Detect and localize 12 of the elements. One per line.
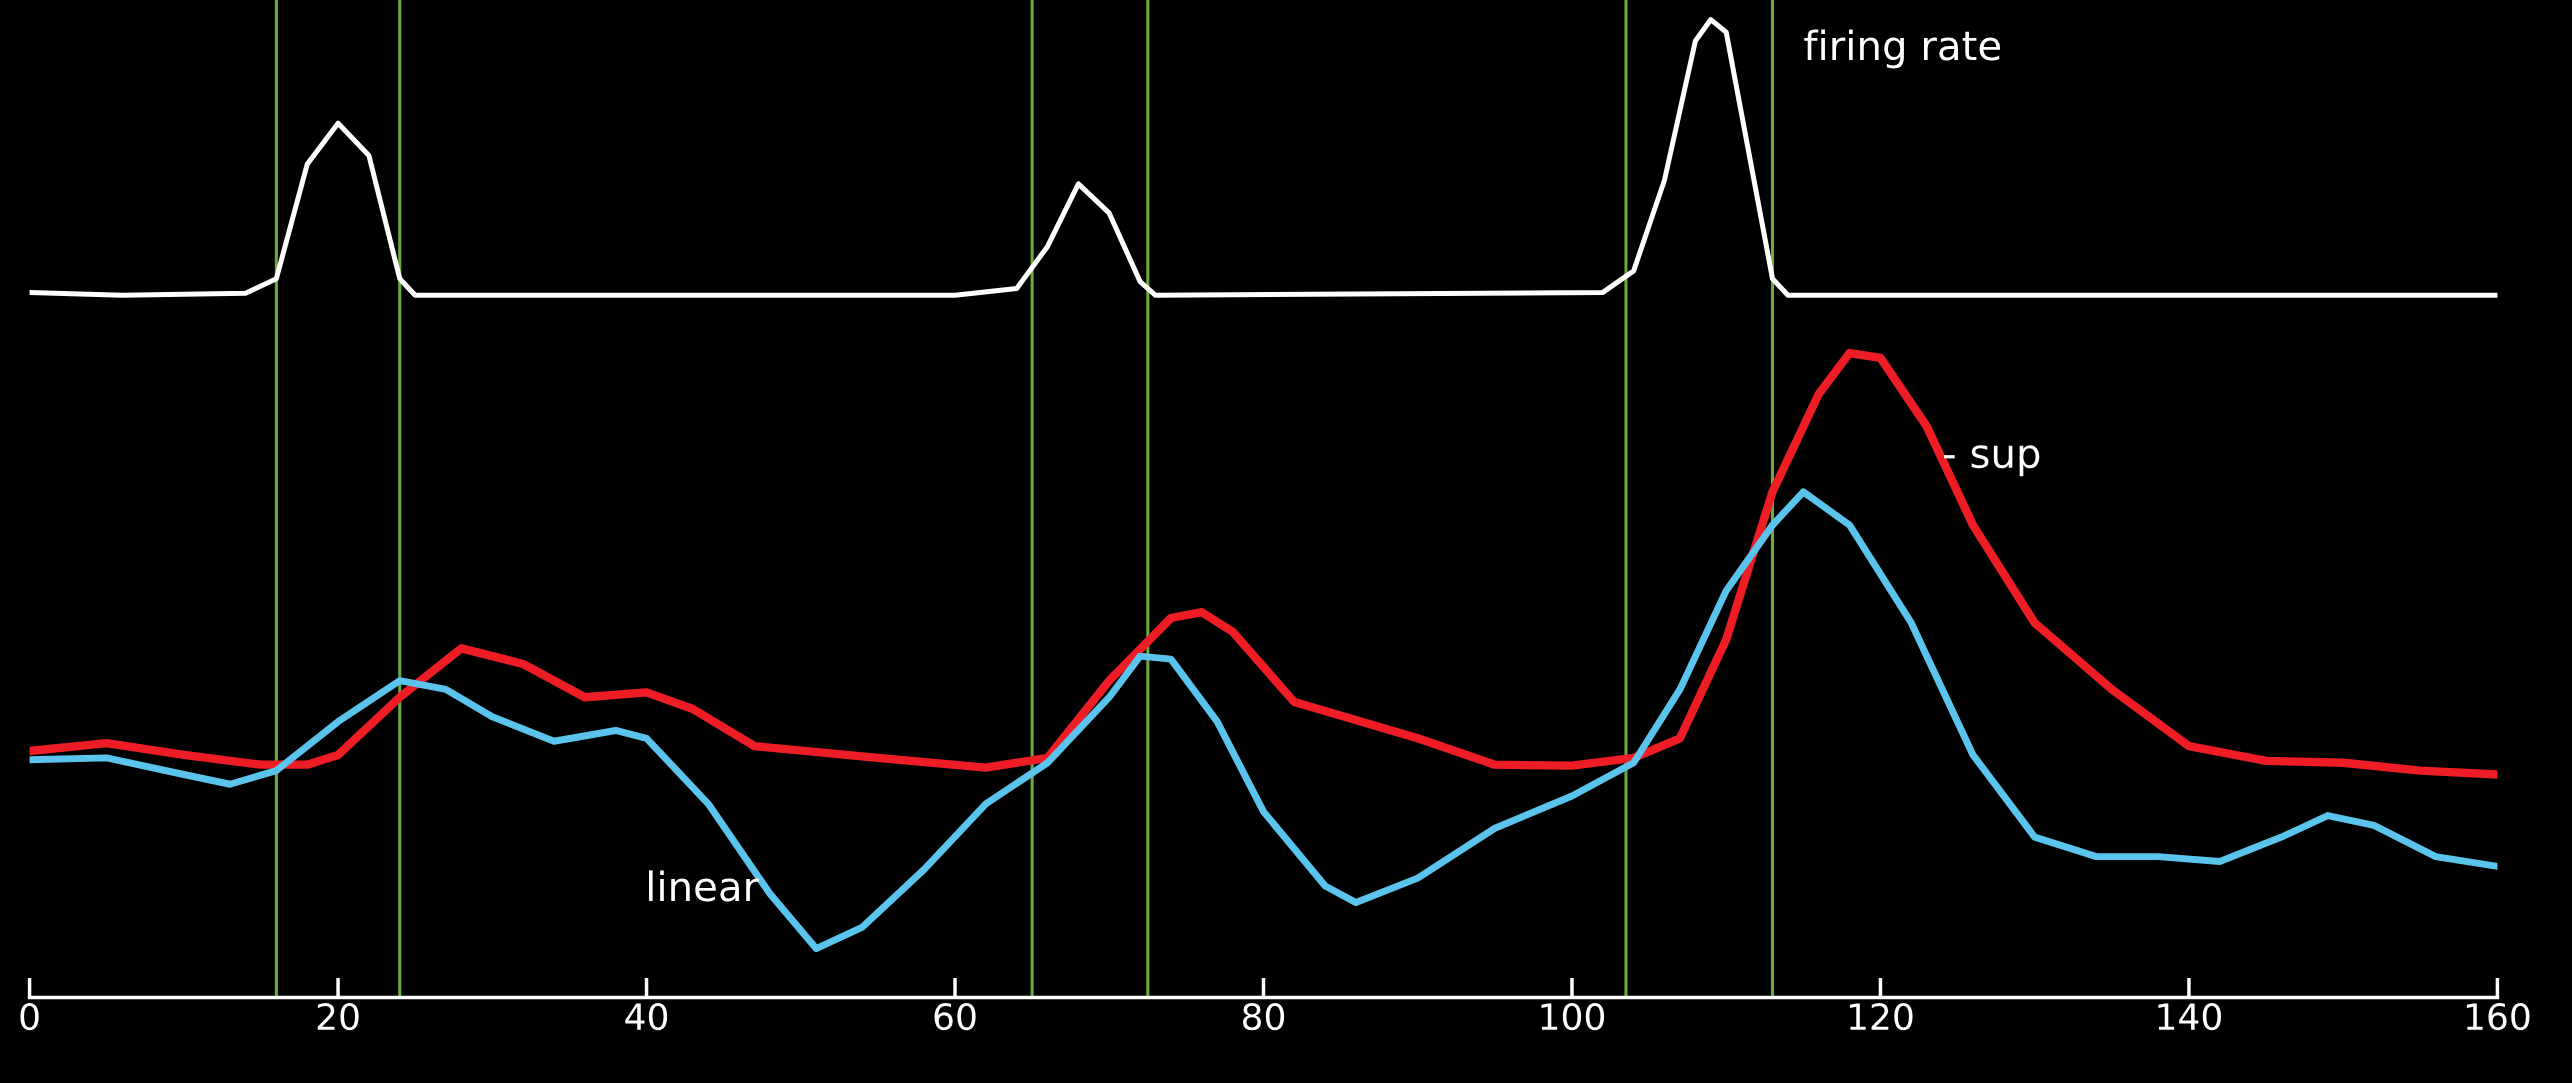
x-tick-label: 20 [317, 1002, 359, 1031]
x-tick-label: 160 [2466, 1002, 2530, 1031]
x-tick-label: 120 [1849, 1002, 1913, 1031]
x-tick-label: 80 [1242, 1002, 1285, 1031]
x-tick-label: 40 [625, 1002, 668, 1031]
series-label: - sup [1944, 445, 2040, 477]
x-tick-label: 140 [2158, 1002, 2221, 1031]
series-label: linear [649, 870, 760, 902]
x-tick-label: 60 [934, 1002, 976, 1031]
x-tick-label: 100 [1541, 1002, 1605, 1031]
series-label: firing rate [1804, 29, 2001, 69]
x-tick-label: 0 [20, 1002, 39, 1031]
